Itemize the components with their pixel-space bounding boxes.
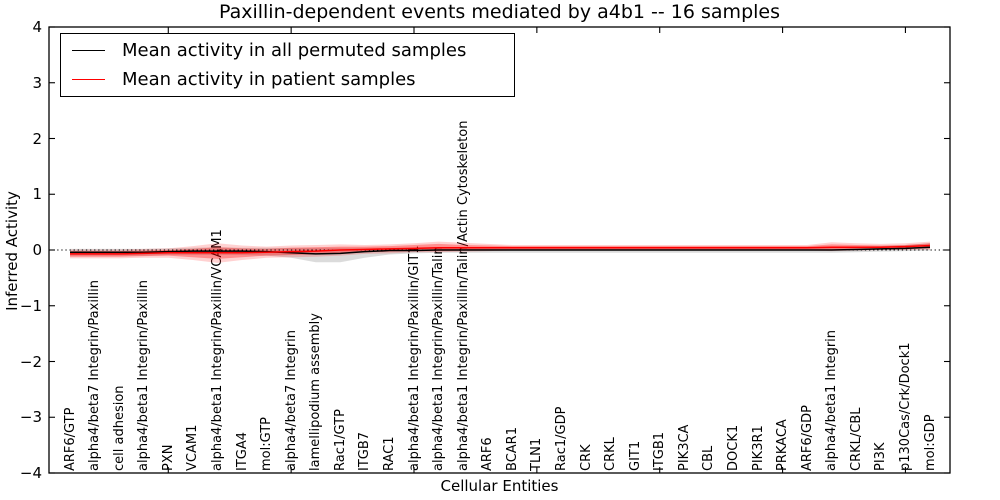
y-tick-label: −1 <box>19 296 42 315</box>
legend-item-patient: Mean activity in patient samples <box>61 67 514 92</box>
legend: Mean activity in all permuted samples Me… <box>60 33 515 97</box>
y-tick-label: 3 <box>32 73 42 92</box>
y-tick-label: 2 <box>32 129 42 148</box>
legend-item-permuted: Mean activity in all permuted samples <box>61 38 514 63</box>
legend-label-permuted: Mean activity in all permuted samples <box>122 40 467 61</box>
chart-title: Paxillin-dependent events mediated by a4… <box>218 1 780 23</box>
y-tick-label: −2 <box>19 352 42 371</box>
y-tick-label: 4 <box>32 18 42 36</box>
legend-label-patient: Mean activity in patient samples <box>122 69 416 90</box>
y-tick-label: 1 <box>32 185 42 204</box>
permuted-line-swatch <box>72 50 105 51</box>
permuted-mean-line <box>70 246 931 255</box>
y-tick-label: 0 <box>32 241 42 259</box>
y-tick-label: −4 <box>19 464 42 482</box>
patient-mean-line <box>70 244 931 255</box>
y-tick-label: −3 <box>19 408 42 427</box>
patient-samples-outer-band <box>70 241 930 263</box>
x-axis-label: Cellular Entities <box>440 477 559 495</box>
patient-line-swatch <box>72 79 105 80</box>
